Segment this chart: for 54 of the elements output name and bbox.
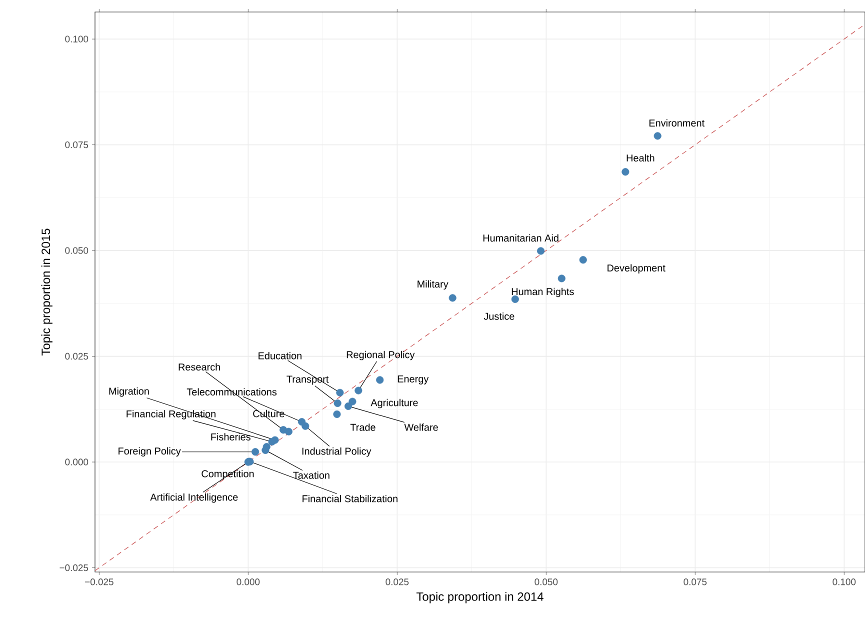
y-tick-label: 0.025 — [65, 352, 88, 360]
annotation: Industrial Policy — [302, 447, 372, 457]
point — [336, 388, 344, 396]
annotation: Environment — [649, 119, 704, 127]
y-axis-title: Topic proportion in 2015 — [41, 228, 52, 356]
annotation: Education — [258, 352, 302, 360]
y-tick-label: −0.025 — [60, 564, 88, 572]
annotation: Financial Stabilization — [302, 494, 398, 502]
annotation: Health — [626, 154, 654, 162]
x-tick-label: 0.100 — [832, 578, 856, 586]
annotation: Fisheries — [211, 433, 250, 440]
point — [511, 295, 519, 303]
annotation: Regional Policy — [346, 350, 415, 360]
y-tick-label: 0.100 — [65, 36, 88, 42]
point — [558, 274, 566, 282]
point — [448, 294, 456, 302]
annotation: Welfare — [404, 424, 438, 431]
x-tick-label: 0.050 — [534, 578, 558, 586]
point — [333, 410, 341, 418]
point — [622, 168, 630, 176]
annotation: Foreign Policy — [118, 447, 181, 457]
y-tick-label: 0.050 — [65, 247, 88, 254]
annotation: Trade — [350, 424, 376, 431]
annotation: Migration — [109, 387, 149, 397]
point — [334, 399, 342, 408]
annotation: Taxation — [293, 472, 330, 479]
y-tick-label: 0.000 — [65, 458, 88, 466]
annotation: Development — [608, 264, 666, 274]
annotation: Humanitarian Aid — [483, 234, 558, 242]
point — [252, 448, 260, 456]
annotation: Human Rights — [512, 288, 574, 298]
annotation: Energy — [398, 376, 429, 384]
point — [654, 132, 662, 140]
point — [298, 418, 306, 426]
x-axis-title: Topic proportion in 2014 — [416, 592, 544, 604]
point — [262, 446, 270, 454]
point — [280, 426, 288, 434]
x-tick-label: 0.000 — [236, 578, 260, 586]
x-tick-label: 0.075 — [684, 578, 707, 586]
annotation: Agriculture — [370, 398, 418, 408]
point — [344, 402, 352, 410]
point — [376, 376, 384, 384]
point — [537, 247, 545, 255]
annotation: Justice — [484, 312, 514, 320]
annotation: Military — [418, 280, 448, 290]
annotation: Artificial Intelligence — [150, 493, 238, 503]
point — [348, 398, 356, 406]
point — [268, 438, 276, 446]
x-tick-label: 0.025 — [386, 578, 409, 586]
annotation: Research — [178, 363, 220, 371]
point — [354, 386, 362, 394]
point — [579, 256, 587, 264]
y-tick-label: 0.075 — [65, 141, 88, 148]
x-tick-label: −0.025 — [85, 578, 114, 586]
